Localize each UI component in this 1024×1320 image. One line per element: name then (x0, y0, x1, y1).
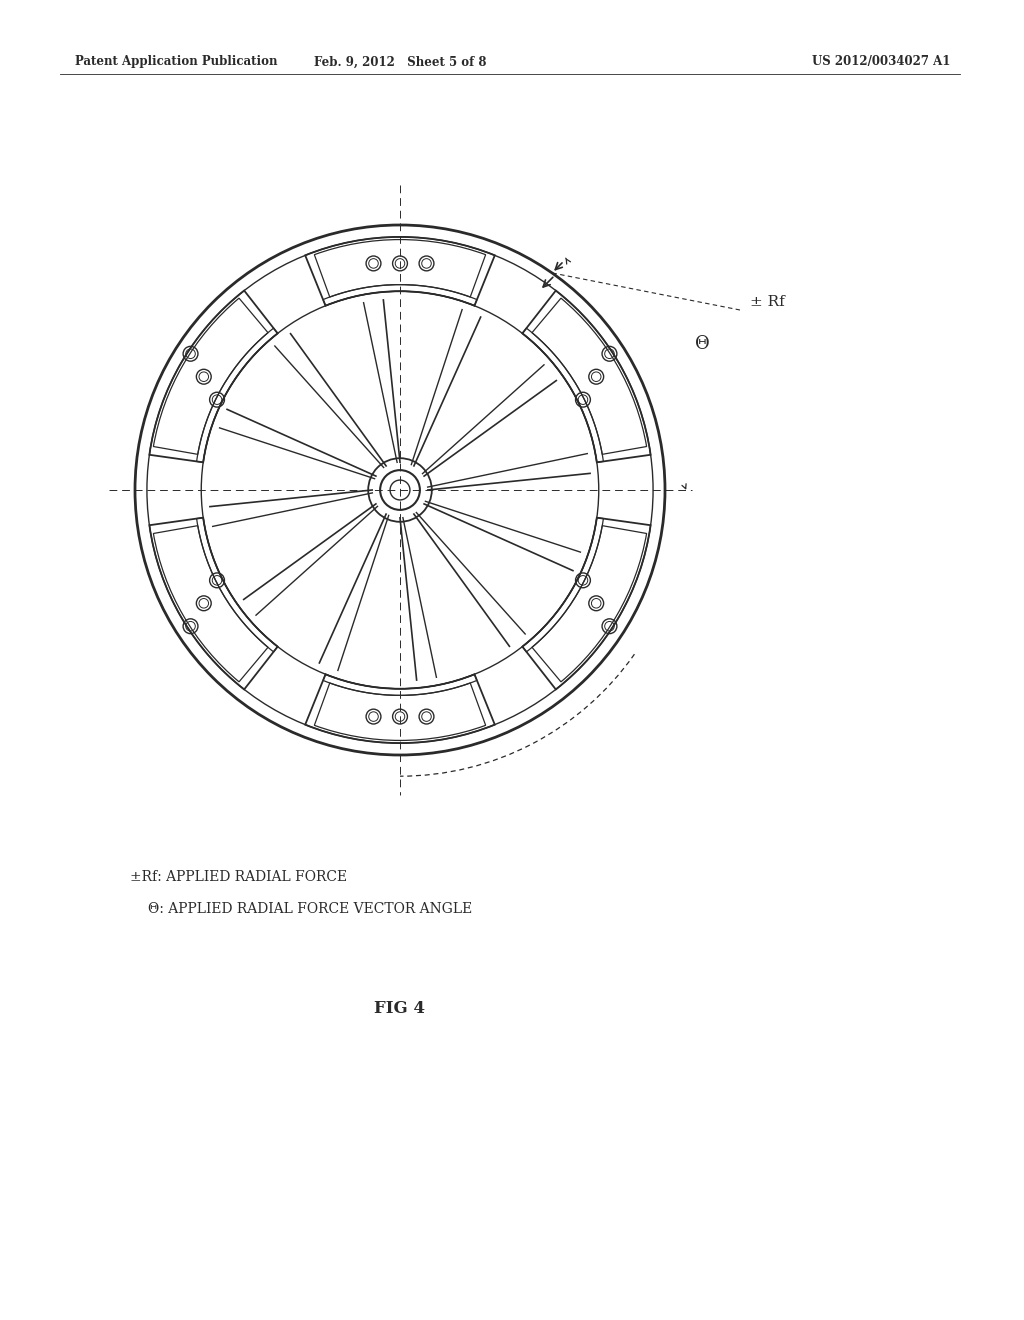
Text: Patent Application Publication: Patent Application Publication (75, 55, 278, 69)
Text: ±Rf: APPLIED RADIAL FORCE: ±Rf: APPLIED RADIAL FORCE (130, 870, 347, 884)
Text: Θ: APPLIED RADIAL FORCE VECTOR ANGLE: Θ: APPLIED RADIAL FORCE VECTOR ANGLE (148, 902, 472, 916)
Text: Feb. 9, 2012   Sheet 5 of 8: Feb. 9, 2012 Sheet 5 of 8 (313, 55, 486, 69)
Text: Θ: Θ (695, 335, 711, 352)
Text: FIG 4: FIG 4 (375, 1001, 426, 1016)
Text: ± Rf: ± Rf (750, 294, 784, 309)
Text: US 2012/0034027 A1: US 2012/0034027 A1 (812, 55, 950, 69)
